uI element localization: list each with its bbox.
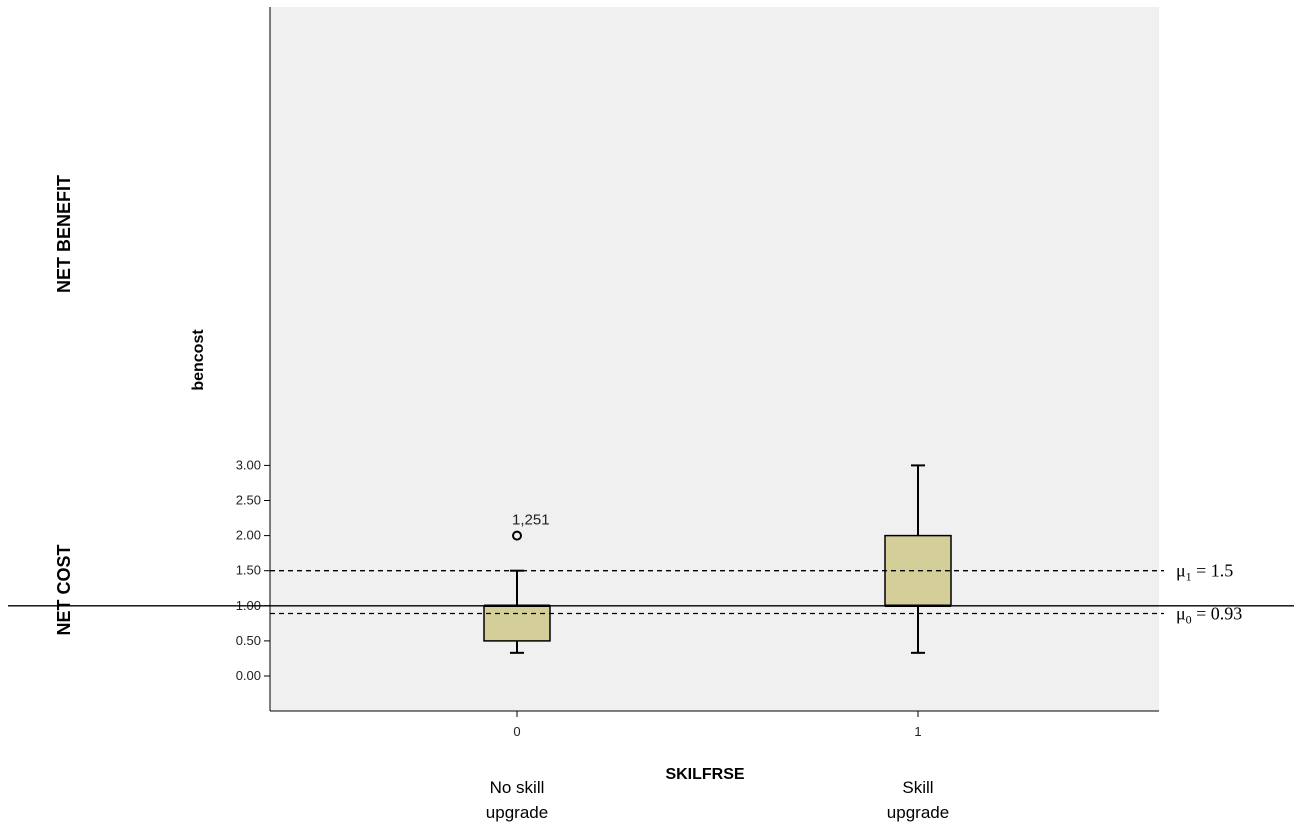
- outlier-point: [512, 530, 522, 541]
- x-tick-label: 0: [513, 724, 520, 739]
- reference-line-label: μ1 = 1.5: [1176, 561, 1233, 584]
- y-tick-label: 0.00: [236, 668, 261, 683]
- outlier-label: 1,251: [512, 512, 550, 529]
- category-description: upgrade: [486, 803, 548, 822]
- x-axis-title: SKILFRSE: [665, 766, 744, 783]
- region-label-net-cost: NET COST: [54, 544, 74, 635]
- category-description: upgrade: [887, 803, 949, 822]
- y-axis-title: bencost: [190, 329, 207, 391]
- category-description: No skill: [490, 778, 545, 797]
- y-tick-label: 0.50: [236, 633, 261, 648]
- y-tick-label: 1.50: [236, 563, 261, 578]
- region-label-net-benefit: NET BENEFIT: [54, 175, 74, 293]
- category-description: Skill: [902, 778, 933, 797]
- box: [483, 605, 551, 642]
- x-tick-label: 1: [914, 724, 921, 739]
- y-tick-label: 2.00: [236, 528, 261, 543]
- y-tick-label: 2.50: [236, 493, 261, 508]
- plot-area: [270, 7, 1159, 711]
- y-tick-label: 3.00: [236, 457, 261, 472]
- reference-line-label: μ0 = 0.93: [1176, 604, 1242, 627]
